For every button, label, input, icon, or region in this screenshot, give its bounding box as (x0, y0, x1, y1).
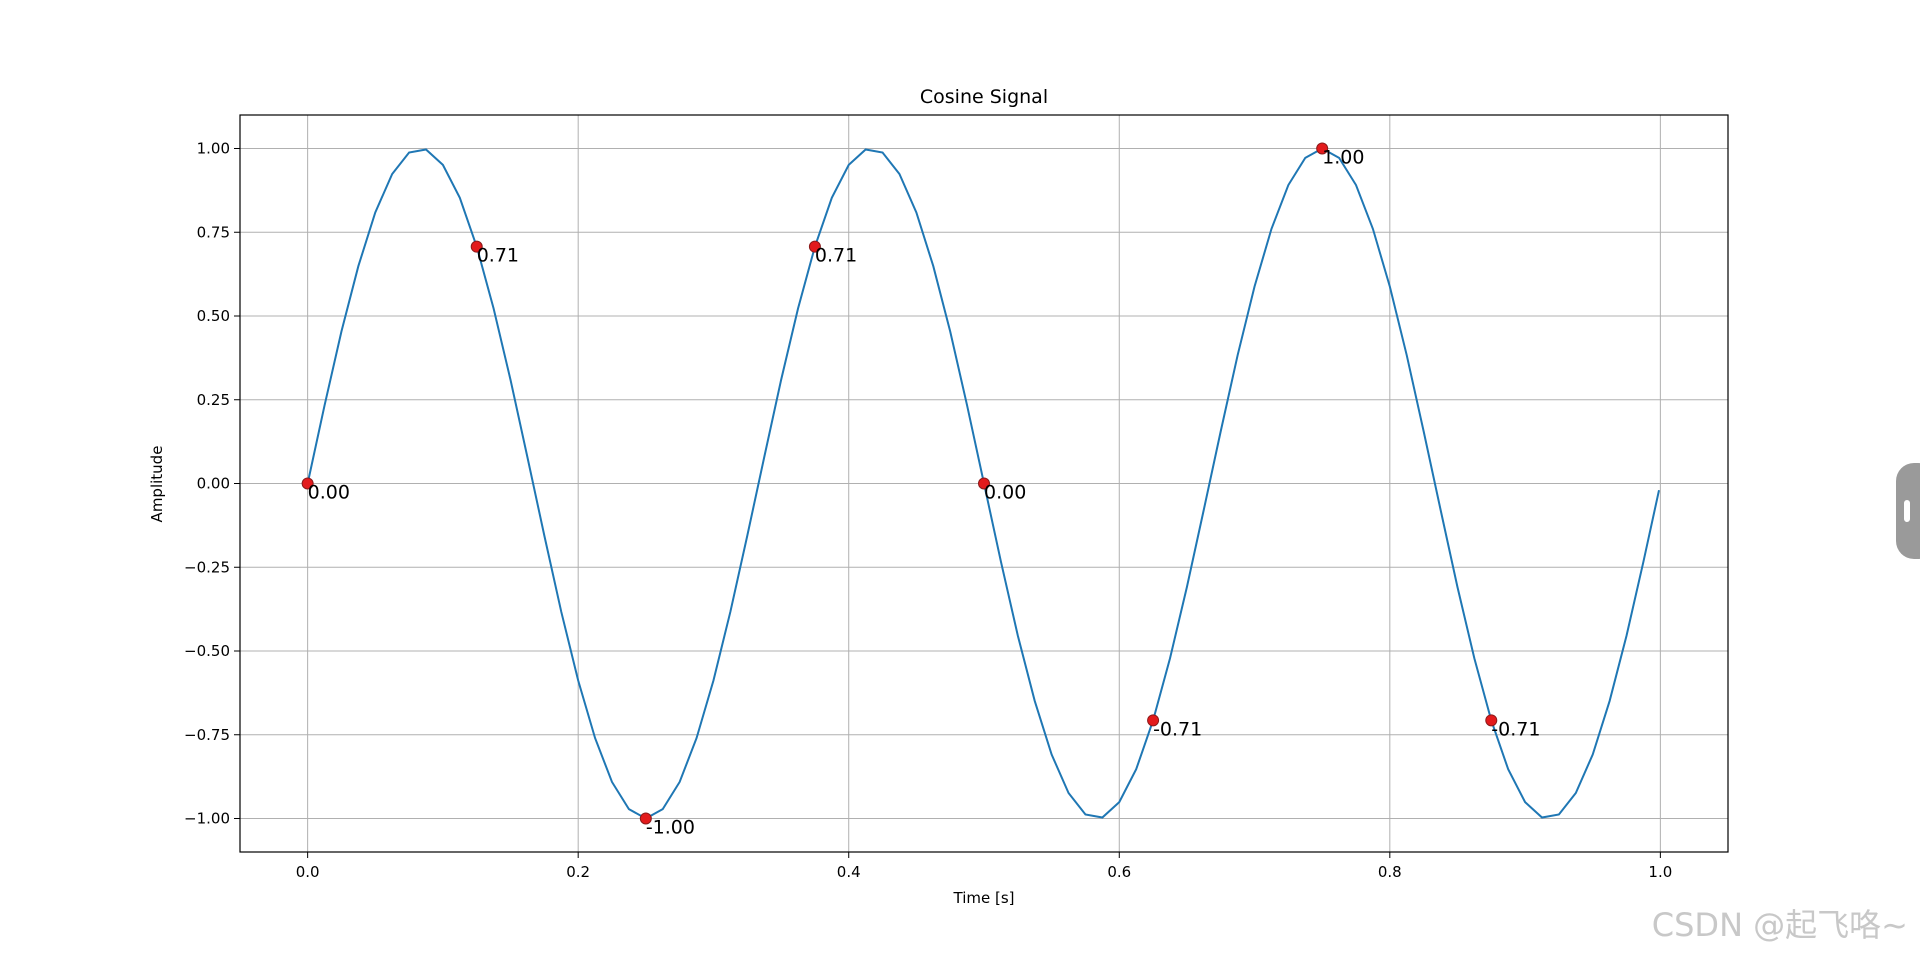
y-tick-label: 0.75 (197, 223, 230, 241)
sample-point (470, 240, 483, 253)
data-label: 0.00 (308, 482, 350, 504)
y-axis-label: Amplitude (148, 446, 166, 523)
sample-point (1316, 142, 1329, 155)
x-tick-label: 0.4 (837, 863, 861, 881)
x-tick-label: 1.0 (1648, 863, 1672, 881)
data-label: -0.71 (1153, 718, 1202, 740)
data-label: -1.00 (646, 817, 695, 839)
chart-title: Cosine Signal (920, 86, 1048, 108)
sample-point (301, 477, 314, 490)
sample-point (808, 240, 821, 253)
y-tick-label: 0.50 (197, 307, 230, 325)
y-tick-label: −0.25 (184, 558, 230, 576)
watermark: CSDN @起飞咯~ (1652, 906, 1908, 944)
sample-point (639, 812, 652, 825)
y-tick-label: 0.25 (197, 391, 230, 409)
data-label: 0.71 (477, 245, 519, 267)
side-handle-icon (1904, 500, 1910, 522)
y-tick-label: −0.75 (184, 726, 230, 744)
sample-point (1147, 714, 1160, 727)
data-label: -0.71 (1491, 718, 1540, 740)
data-label: 0.00 (984, 482, 1026, 504)
y-tick-label: −0.50 (184, 642, 230, 660)
x-axis-label: Time [s] (953, 889, 1015, 907)
y-tick-label: 0.00 (197, 475, 230, 493)
plot-frame (239, 114, 1729, 853)
data-label: 1.00 (1322, 147, 1364, 169)
y-tick-label: −1.00 (184, 810, 230, 828)
x-tick-label: 0.2 (566, 863, 590, 881)
sample-point (1485, 714, 1498, 727)
y-tick-label: 1.00 (197, 140, 230, 158)
sample-point (978, 477, 990, 490)
x-tick-label: 0.6 (1107, 863, 1131, 881)
x-tick-label: 0.8 (1378, 863, 1402, 881)
data-label: 0.71 (815, 245, 857, 267)
x-tick-label: 0.0 (296, 863, 320, 881)
